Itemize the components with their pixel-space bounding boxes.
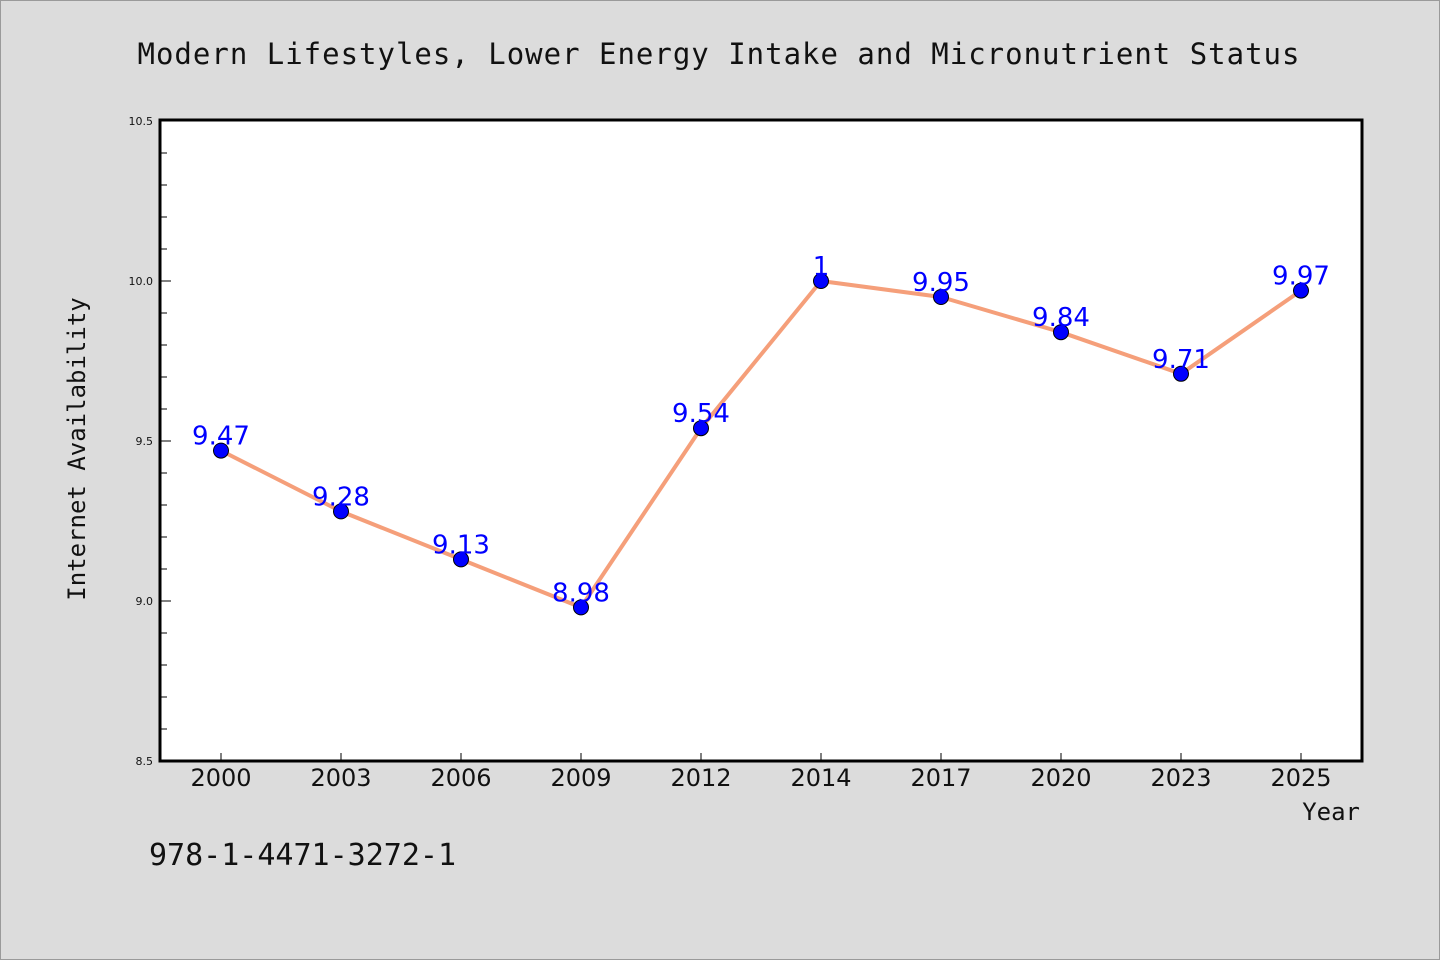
series-line (219, 279, 1303, 610)
data-label: 9.28 (312, 482, 370, 512)
data-label: 1 (813, 252, 830, 282)
data-point (1293, 282, 1309, 299)
isbn-text: 978-1-4471-3272-1 (149, 838, 456, 873)
y-tick-label: 8.5 (136, 755, 154, 768)
data-point (1053, 324, 1069, 341)
y-tick-label: 9.0 (136, 595, 154, 608)
x-tick-label: 2017 (910, 764, 971, 792)
data-label: 9.47 (192, 422, 250, 452)
data-point (813, 273, 829, 289)
x-axis-label: Year (1302, 798, 1360, 826)
x-axis: 2000 2003 2006 2009 2012 2014 2017 2020 2023 2025 (190, 753, 1332, 792)
data-label: 9.71 (1152, 345, 1210, 375)
x-tick-label: 2009 (550, 764, 611, 792)
x-tick-label: 2006 (430, 764, 491, 792)
data-point (333, 503, 349, 520)
chart-title: Modern Lifestyles, Lower Energy Intake a… (138, 37, 1301, 71)
y-tick-label: 10.5 (129, 115, 154, 128)
data-point (453, 551, 469, 568)
data-point (693, 420, 709, 437)
x-tick-label: 2023 (1150, 764, 1211, 792)
x-tick-label: 2020 (1030, 764, 1091, 792)
x-tick-label: 2014 (790, 764, 851, 792)
y-axis: 8.5 9.0 9.5 10.0 10.5 (129, 115, 171, 768)
series-layer: 9.47 9.28 9.13 8.98 9.54 1 9.95 9.84 9.71 9.97 (192, 252, 1330, 616)
y-tick-label: 10.0 (129, 275, 154, 288)
x-tick-label: 2003 (310, 764, 371, 792)
y-tick-label: 9.5 (136, 435, 154, 448)
data-label: 9.13 (432, 530, 490, 560)
data-label: 9.54 (672, 399, 730, 429)
data-label: 9.97 (1272, 262, 1330, 292)
plot-area (158, 118, 1364, 763)
data-label: 9.84 (1032, 303, 1090, 333)
data-label: 8.98 (552, 578, 610, 608)
data-label: 9.95 (912, 268, 970, 298)
data-point (213, 442, 229, 459)
y-axis-label: Internet Availability (63, 297, 91, 600)
x-tick-label: 2012 (670, 764, 731, 792)
x-tick-label: 2000 (190, 764, 251, 792)
data-point (933, 289, 949, 305)
data-point (1173, 365, 1189, 382)
x-tick-label: 2025 (1270, 764, 1331, 792)
data-point (573, 599, 589, 616)
